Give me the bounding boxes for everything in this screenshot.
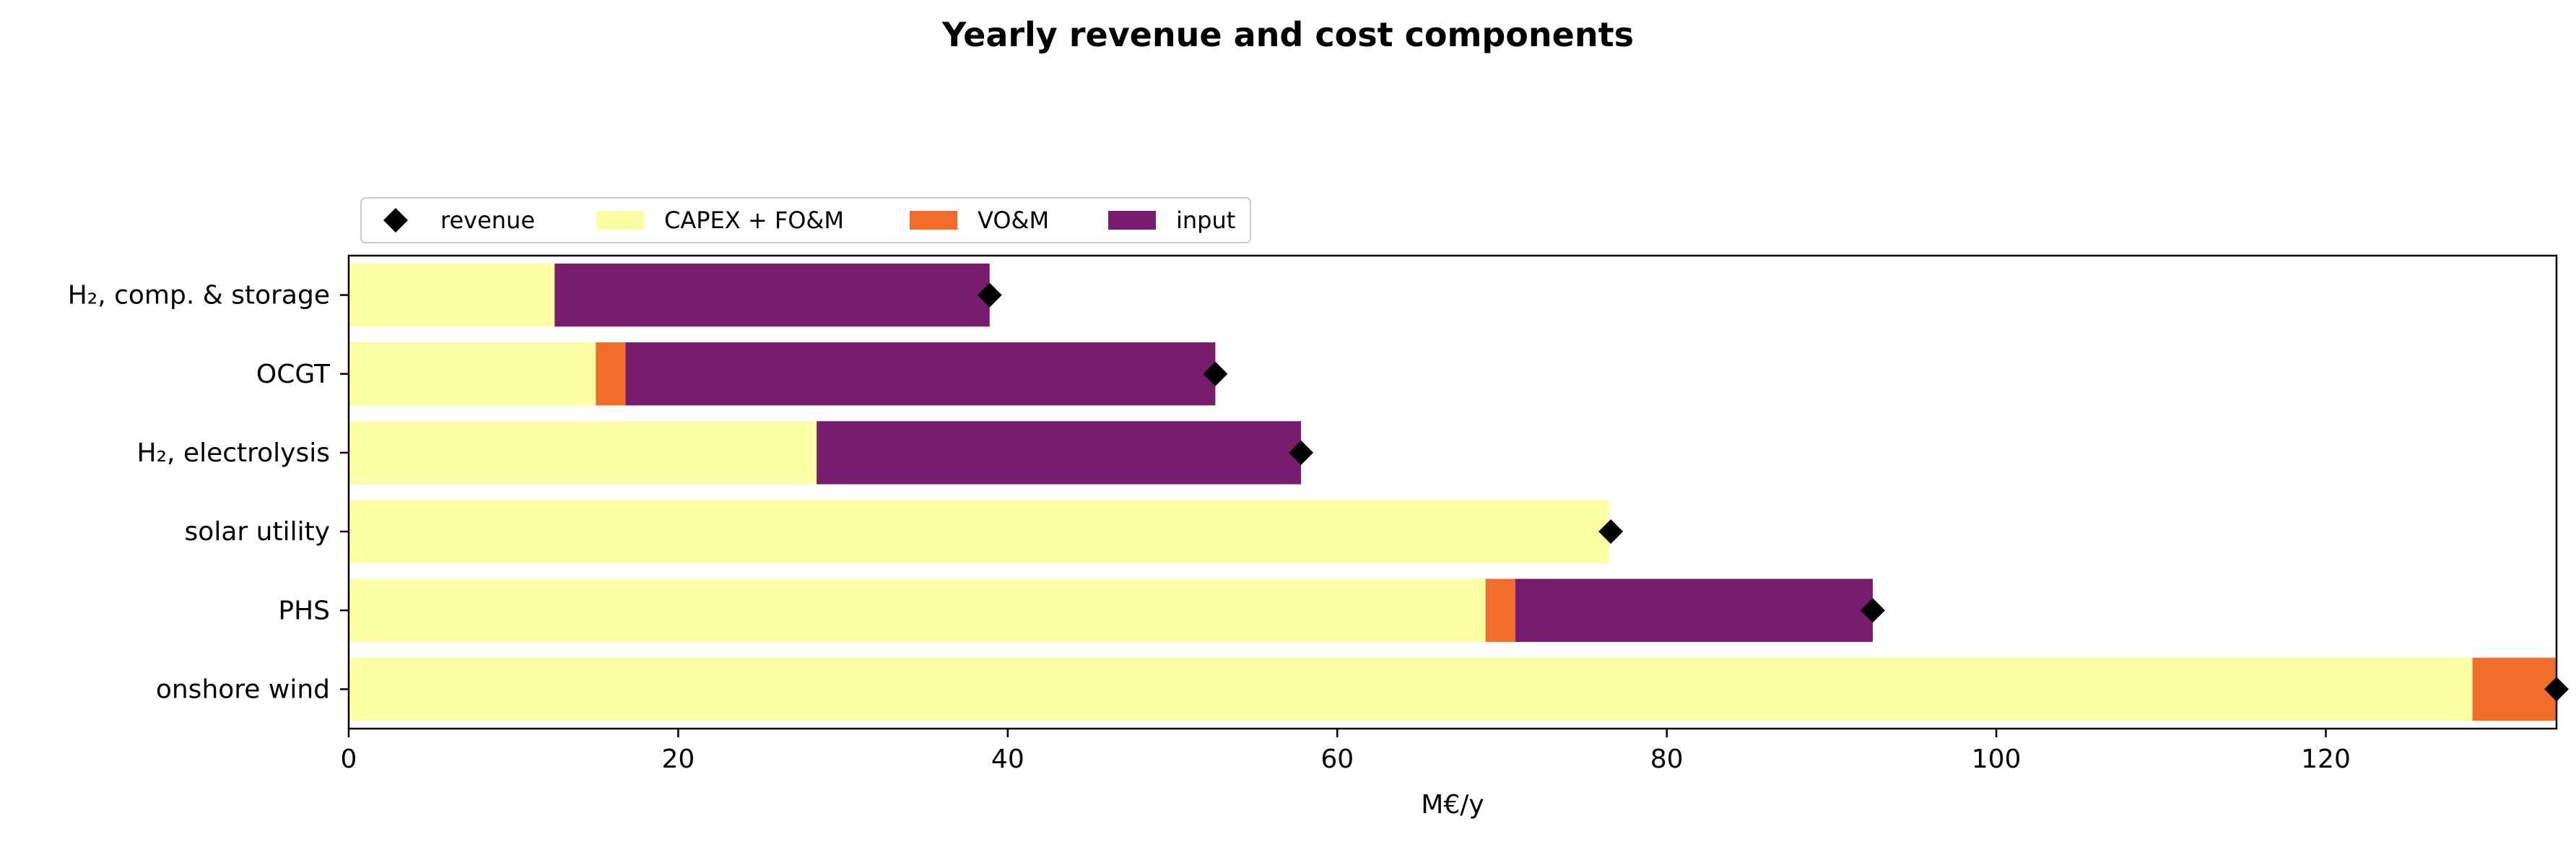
chart-title: Yearly revenue and cost components [941, 15, 1634, 54]
x-tick-label-100: 100 [1972, 745, 2022, 774]
y-tick-label-phs: PHS [278, 596, 330, 625]
revenue-marker-h-comp-storage [977, 282, 1002, 308]
bar-capex-fo-m-onshore-wind [349, 657, 2473, 721]
bar-input-ocgt [625, 342, 1216, 406]
y-tick-label-h-electrolysis: H₂, electrolysis [137, 438, 330, 468]
legend-swatch-revenue [383, 208, 408, 233]
revenue-marker-ocgt [1203, 361, 1228, 386]
x-tick-label-20: 20 [662, 745, 695, 774]
bars-group [349, 263, 2557, 721]
bar-input-phs [1515, 578, 1873, 642]
bar-capex-fo-m-ocgt [349, 342, 596, 406]
y-tick-label-solar-utility: solar utility [185, 517, 330, 547]
x-tick-label-80: 80 [1650, 745, 1684, 774]
legend-swatch-vo-m [910, 211, 957, 230]
bar-vo-m-ocgt [596, 342, 626, 406]
bar-capex-fo-m-h-electrolysis [349, 421, 817, 485]
x-tick-label-40: 40 [991, 745, 1024, 774]
legend-label-vo-m: VO&M [978, 207, 1049, 234]
bar-input-h-comp-storage [554, 263, 990, 327]
revenue-marker-h-electrolysis [1289, 440, 1314, 465]
revenue-marker-phs [1860, 598, 1885, 623]
bar-capex-fo-m-phs [349, 578, 1486, 642]
bar-capex-fo-m-solar-utility [349, 500, 1609, 563]
revenue-marker-solar-utility [1598, 519, 1624, 544]
legend-swatch-input [1108, 211, 1156, 230]
bar-capex-fo-m-h-comp-storage [349, 263, 555, 327]
legend-label-revenue: revenue [440, 207, 535, 234]
x-axis-label: M€/y [1421, 790, 1484, 820]
x-tick-label-120: 120 [2301, 745, 2351, 774]
plot-frame [347, 254, 2558, 730]
bar-input-h-electrolysis [817, 421, 1302, 485]
x-tick-label-0: 0 [341, 745, 357, 774]
legend-label-capex-fo-m: CAPEX + FO&M [664, 207, 844, 234]
y-axis: H₂, comp. & storage OCGT H₂, electrolysis s… [68, 281, 349, 704]
legend: revenue CAPEX + FO&M VO&M input [360, 197, 1251, 243]
legend-swatch-capex-fo-m [596, 211, 644, 230]
bar-vo-m-phs [1485, 578, 1515, 642]
bar-vo-m-onshore-wind [2472, 657, 2557, 721]
y-tick-label-h-comp-storage: H₂, comp. & storage [68, 281, 330, 311]
x-tick-label-60: 60 [1320, 745, 1354, 774]
legend-frame [360, 197, 1251, 243]
y-tick-label-ocgt: OCGT [256, 360, 331, 389]
legend-label-input: input [1176, 207, 1235, 234]
x-axis: 0 20 40 60 80 100 120 [341, 729, 2351, 774]
y-tick-label-onshore-wind: onshore wind [156, 674, 330, 704]
